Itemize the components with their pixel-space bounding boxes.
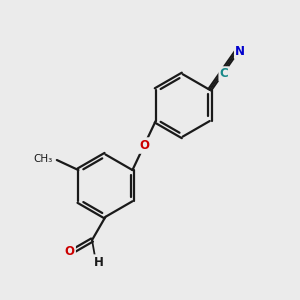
Text: C: C: [220, 68, 228, 80]
Text: H: H: [93, 256, 103, 268]
Text: CH₃: CH₃: [33, 154, 52, 164]
Text: N: N: [235, 45, 245, 58]
Text: O: O: [139, 139, 149, 152]
Text: O: O: [64, 245, 74, 258]
